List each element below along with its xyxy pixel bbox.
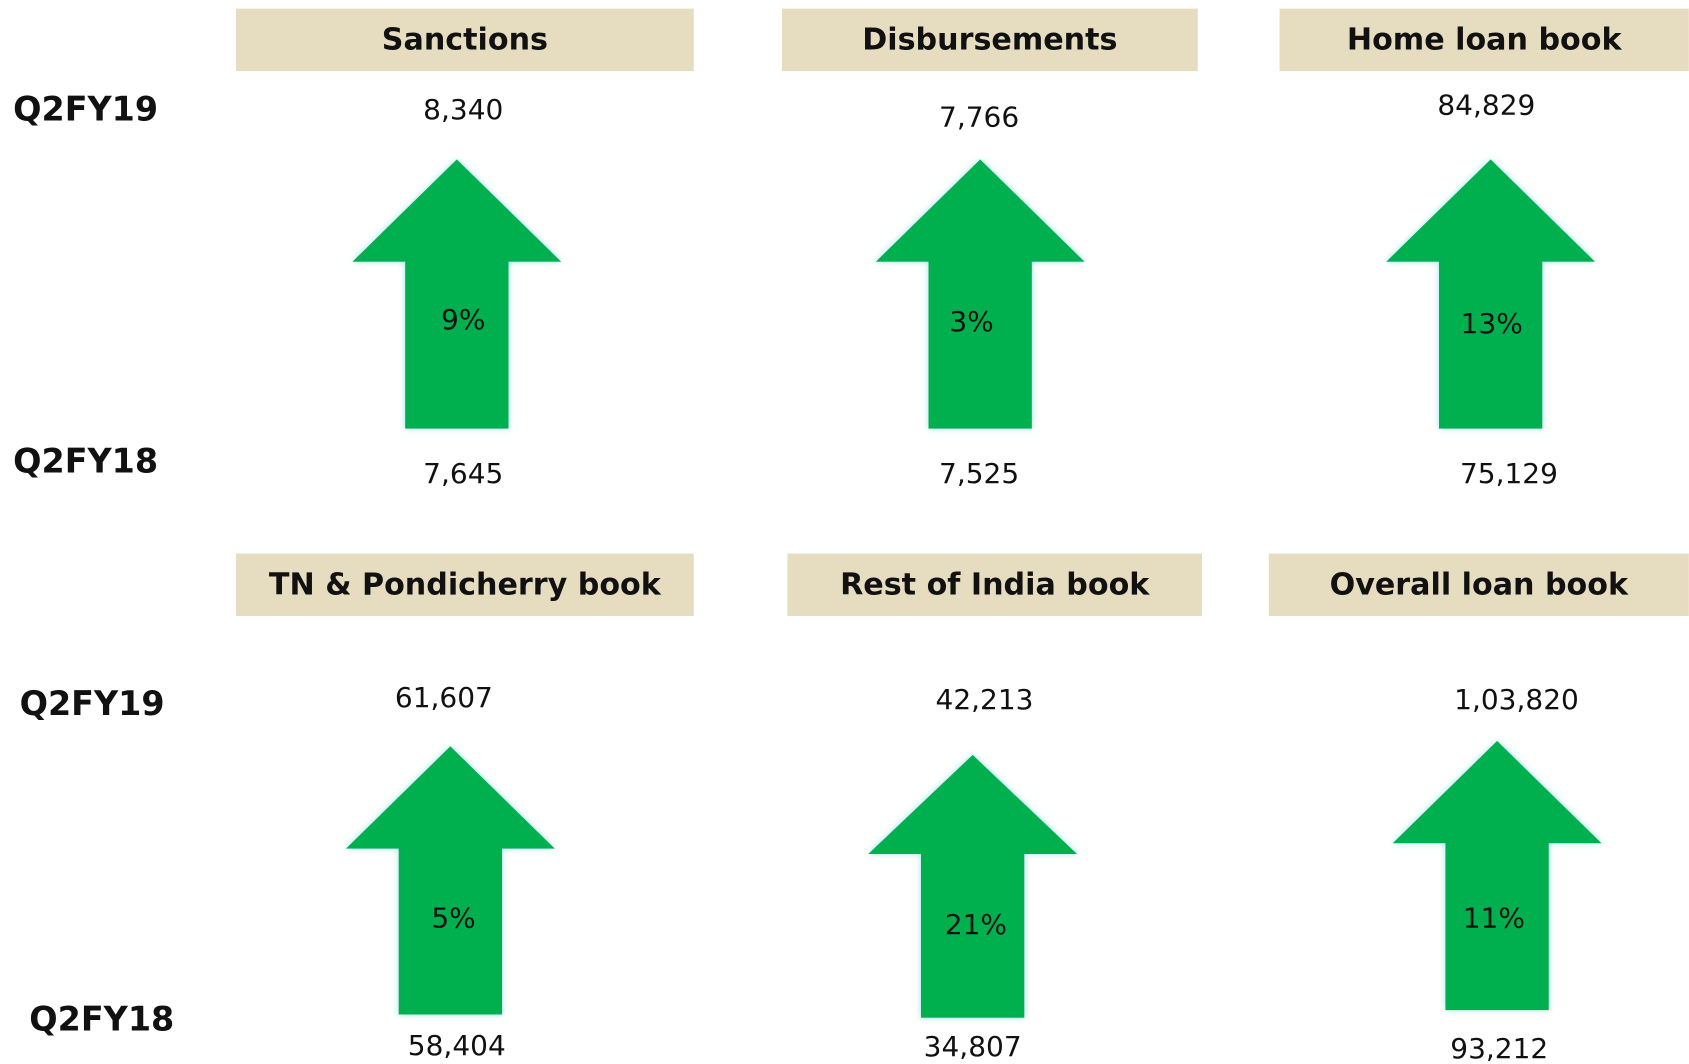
growth-arrow [868,754,1078,1018]
growth-label: 3% [949,305,993,338]
row-label: Q2FY18 [13,442,158,481]
current-value: 1,03,820 [1454,683,1579,716]
panel-header [236,553,694,616]
previous-value: 34,807 [924,1030,1022,1063]
growth-label: 5% [431,902,475,935]
current-value: 61,607 [395,681,493,714]
growth-label: 21% [945,908,1007,941]
panel-title: Rest of India book [840,567,1150,602]
current-value: 42,213 [936,683,1034,716]
current-value: 7,766 [939,100,1019,133]
row-label: Q2FY19 [20,684,165,723]
panel-header [236,8,694,72]
growth-arrow [352,159,562,429]
panel-header [1268,553,1689,616]
growth-label: 9% [441,303,485,336]
panel-header [1279,8,1689,72]
panel-title: Sanctions [382,22,548,57]
panel-header [787,553,1203,616]
previous-value: 75,129 [1460,457,1558,490]
growth-arrow [345,746,555,1015]
growth-label: 13% [1461,307,1523,340]
previous-value: 7,645 [423,457,503,490]
row-label: Q2FY19 [13,89,158,128]
previous-value: 93,212 [1450,1032,1548,1064]
growth-label: 11% [1463,902,1525,935]
previous-value: 58,404 [408,1029,506,1062]
panel-title: TN & Pondicherry book [269,567,662,602]
panel-title: Home loan book [1347,22,1623,57]
growth-arrow [1386,159,1596,429]
current-value: 8,340 [423,93,503,126]
panel-title: Disbursements [862,22,1117,57]
current-value: 84,829 [1437,89,1535,122]
panel-header [782,8,1198,72]
growth-arrow [1392,740,1602,1011]
panel-title: Overall loan book [1330,567,1629,602]
previous-value: 7,525 [939,457,1019,490]
growth-arrow [875,159,1085,429]
row-label: Q2FY18 [29,999,174,1038]
